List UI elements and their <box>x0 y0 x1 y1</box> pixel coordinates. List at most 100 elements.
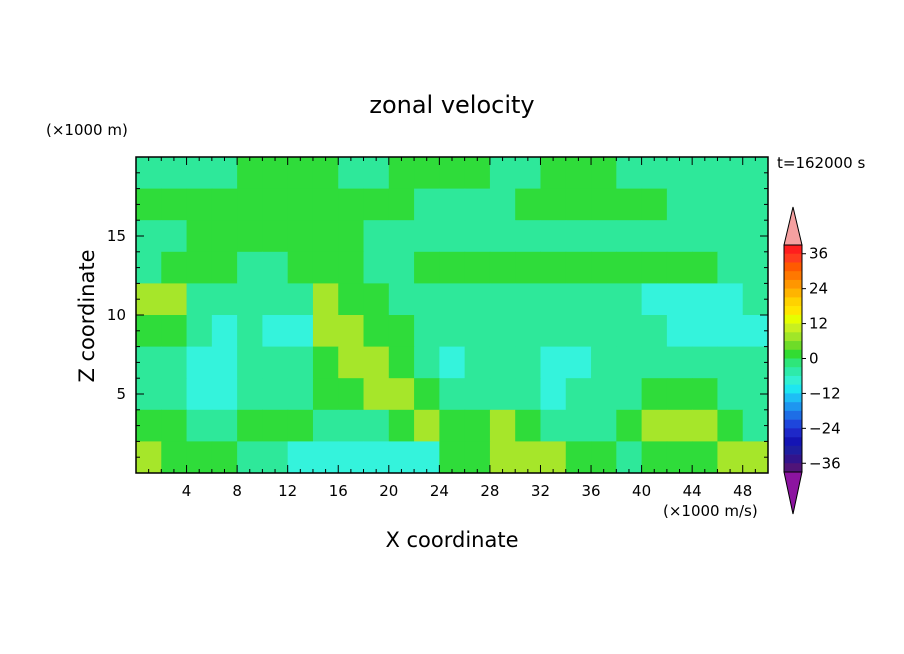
field-cell <box>237 409 263 442</box>
field-cell <box>414 378 440 411</box>
x-tick-label: 48 <box>733 482 752 500</box>
colorbar-band <box>784 367 802 377</box>
colorbar-band <box>784 332 802 342</box>
field-cell <box>388 409 415 442</box>
chart-title: zonal velocity <box>369 91 534 119</box>
field-cell <box>641 220 668 253</box>
y-tick-label: 5 <box>116 385 126 403</box>
field-cell <box>237 283 263 316</box>
field-cell <box>414 188 440 221</box>
field-cell <box>312 315 339 348</box>
field-cell <box>439 378 466 411</box>
colorbar-band <box>784 437 802 447</box>
field-cell <box>717 378 744 411</box>
x-tick-label: 20 <box>379 482 398 500</box>
field-cell <box>211 157 238 190</box>
field-cell <box>287 409 314 442</box>
field-cell <box>161 157 188 190</box>
field-cell <box>565 157 592 190</box>
field-cell <box>717 283 744 316</box>
field-cell <box>414 409 440 442</box>
field-cell <box>641 157 668 190</box>
field-cell <box>565 409 592 442</box>
field-cell <box>641 346 668 379</box>
field-cell <box>540 346 567 379</box>
x-tick-label: 28 <box>480 482 499 500</box>
field-cell <box>161 220 188 253</box>
field-cell <box>515 378 541 411</box>
field-cell <box>439 188 466 221</box>
field-cell <box>666 220 693 253</box>
field-cell <box>489 220 516 253</box>
field-cell <box>186 188 213 221</box>
field-cell <box>565 346 592 379</box>
y-tick-label: 15 <box>107 227 126 245</box>
field-cell <box>515 251 541 284</box>
field-cell <box>464 378 491 411</box>
field-cell <box>363 315 390 348</box>
field-cell <box>287 283 314 316</box>
colorbar-tick-label: 24 <box>809 280 828 298</box>
field-cell <box>591 346 617 379</box>
field-cell <box>161 251 188 284</box>
field-cell <box>211 346 238 379</box>
field-cell <box>641 283 668 316</box>
colorbar: 36 24 12 0 −12 −24 −36 <box>783 206 841 515</box>
x-tick-label: 24 <box>430 482 449 500</box>
field-cell <box>616 441 643 474</box>
field-cell <box>464 220 491 253</box>
colorbar-band <box>784 253 802 263</box>
field-cell <box>515 409 541 442</box>
velocity-field <box>136 157 769 474</box>
field-cell <box>540 283 567 316</box>
field-cell <box>616 220 643 253</box>
field-cell <box>439 409 466 442</box>
field-cell <box>237 378 263 411</box>
field-cell <box>211 283 238 316</box>
field-cell <box>414 315 440 348</box>
field-cell <box>186 378 213 411</box>
field-cell <box>641 441 668 474</box>
field-cell <box>515 157 541 190</box>
field-cell <box>287 157 314 190</box>
y-unit-label: (×1000 m) <box>46 121 128 139</box>
field-cell <box>186 441 213 474</box>
field-cell <box>262 409 289 442</box>
field-cell <box>692 220 718 253</box>
y-axis-label: Z coordinate <box>75 249 99 382</box>
field-cell <box>540 378 567 411</box>
field-cell <box>287 346 314 379</box>
field-cell <box>540 251 567 284</box>
field-cell <box>464 251 491 284</box>
field-cell <box>692 251 718 284</box>
field-cell <box>136 188 162 221</box>
field-cell <box>591 315 617 348</box>
field-cell <box>312 378 339 411</box>
colorbar-tick-label: −36 <box>809 454 841 472</box>
field-cell <box>312 409 339 442</box>
x-tick-label: 8 <box>232 482 242 500</box>
field-cell <box>540 188 567 221</box>
field-cell <box>262 346 289 379</box>
field-cell <box>641 409 668 442</box>
field-cell <box>464 283 491 316</box>
field-cell <box>464 409 491 442</box>
field-cell <box>186 315 213 348</box>
field-cell <box>489 157 516 190</box>
field-cell <box>666 188 693 221</box>
colorbar-tick-label: 36 <box>809 245 828 263</box>
field-cell <box>186 346 213 379</box>
field-cell <box>136 441 162 474</box>
field-cell <box>414 157 440 190</box>
field-cell <box>591 188 617 221</box>
field-cell <box>717 188 744 221</box>
field-cell <box>616 283 643 316</box>
field-cell <box>136 346 162 379</box>
field-cell <box>388 251 415 284</box>
colorbar-band <box>784 349 802 359</box>
field-cell <box>262 251 289 284</box>
field-cell <box>565 441 592 474</box>
field-cell <box>338 283 365 316</box>
field-cell <box>464 346 491 379</box>
